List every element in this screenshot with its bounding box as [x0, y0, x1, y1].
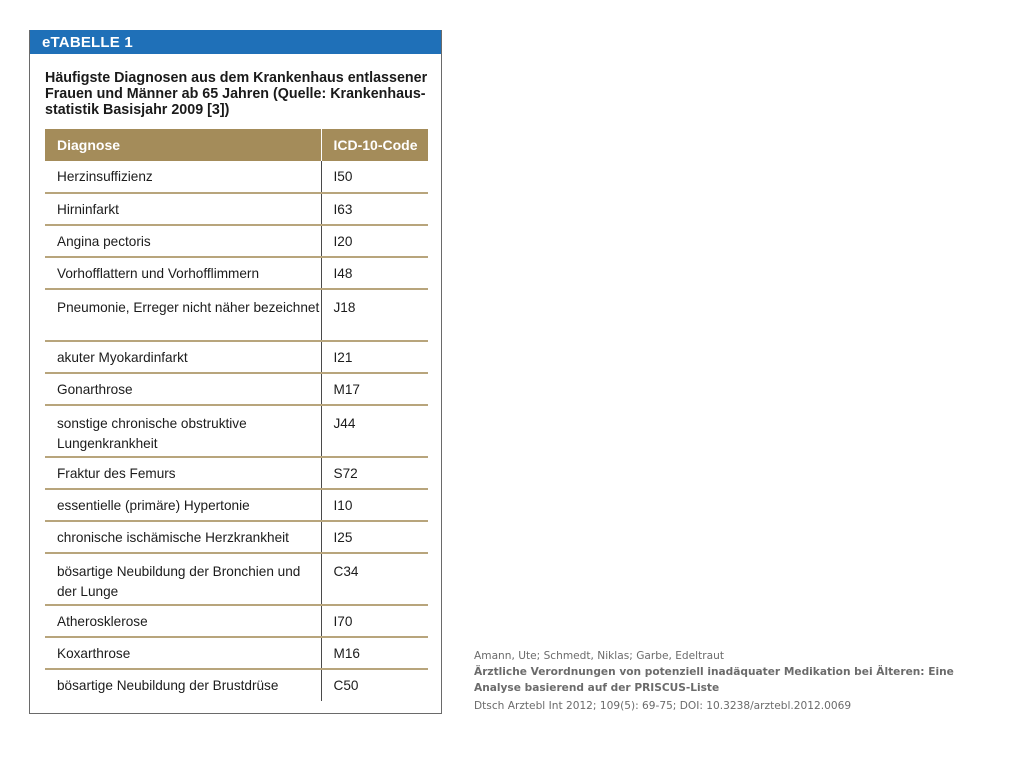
diagnosis-cell: Pneumonie, Erreger nicht näher bezeichne…	[45, 289, 321, 342]
diagnosis-cell: Atherosklerose	[45, 605, 321, 638]
icd-code-cell: C34	[320, 553, 428, 606]
table-row: Fraktur des Femurs S72	[45, 457, 428, 490]
table-row: Vorhofflattern und Vorhofflimmern I48	[45, 257, 428, 290]
icd-code-cell: I50	[320, 161, 428, 194]
table-figure: eTABELLE 1 Häufigste Diagnosen aus dem K…	[29, 30, 442, 714]
citation-title-line: Ärztliche Verordnungen von potenziell in…	[474, 666, 954, 678]
icd-code-cell: J18	[320, 289, 428, 342]
table-row: essentielle (primäre) Hypertonie I10	[45, 489, 428, 522]
table-row: Pneumonie, Erreger nicht näher bezeichne…	[45, 289, 428, 342]
diagnosis-cell: Herzinsuffizienz	[45, 161, 321, 194]
diagnosis-cell: sonstige chronische obstruktive Lungenkr…	[45, 405, 321, 458]
diagnosis-cell: essentielle (primäre) Hypertonie	[45, 489, 321, 522]
table-row: sonstige chronische obstruktive Lungenkr…	[45, 405, 428, 458]
citation: Amann, Ute; Schmedt, Niklas; Garbe, Edel…	[474, 648, 994, 714]
icd-code-cell: I25	[320, 521, 428, 554]
icd-code-cell: I70	[320, 605, 428, 638]
column-header-diagnosis: Diagnose	[45, 129, 321, 161]
diagnosis-cell: Fraktur des Femurs	[45, 457, 321, 490]
diagnosis-cell: bösartige Neubildung der Brustdrüse	[57, 678, 279, 693]
figure-title-line: Häufigste Diagnosen aus dem Krankenhaus …	[45, 70, 428, 86]
diagnosis-cell: Hirninfarkt	[45, 193, 321, 226]
diagnosis-cell: Angina pectoris	[45, 225, 321, 258]
icd-code-cell: M17	[320, 373, 428, 406]
citation-title: Ärztliche Verordnungen von potenziell in…	[474, 664, 994, 696]
table-header-row: Diagnose ICD-10-Code	[45, 129, 428, 161]
diagnosis-cell: akuter Myokardinfarkt	[45, 341, 321, 374]
diagnosis-cell: bösartige Neubildung der Bronchien und d…	[45, 553, 321, 606]
citation-reference: Dtsch Arztebl Int 2012; 109(5): 69-75; D…	[474, 700, 852, 712]
citation-authors: Amann, Ute; Schmedt, Niklas; Garbe, Edel…	[474, 650, 724, 662]
figure-title-line: statistik Basisjahr 2009 [3])	[45, 102, 230, 118]
diagnosis-cell: Vorhofflattern und Vorhofflimmern	[45, 257, 321, 290]
diagnosis-table: Diagnose ICD-10-Code Herzinsuffizienz I5…	[45, 129, 428, 701]
citation-title-line: Analyse basierend auf der PRISCUS-Liste	[474, 682, 720, 694]
table-row: bösartige Neubildung der Bronchien und d…	[45, 553, 428, 606]
icd-code-cell: J44	[320, 405, 428, 458]
table-row: bösartige Neubildung der Brustdrüse C50	[45, 669, 428, 701]
icd-code-cell: I21	[320, 341, 428, 374]
figure-title: Häufigste Diagnosen aus dem Krankenhaus …	[45, 70, 440, 118]
icd-code-cell: M16	[320, 637, 428, 670]
diagnosis-cell: Gonarthrose	[45, 373, 321, 406]
table-row: chronische ischämische Herzkrankheit I25	[45, 521, 428, 554]
icd-code-cell: C50	[320, 669, 428, 701]
figure-title-line: Frauen und Männer ab 65 Jahren (Quelle: …	[45, 86, 426, 102]
icd-code-cell: S72	[320, 457, 428, 490]
table-row: Hirninfarkt I63	[45, 193, 428, 226]
icd-code-cell: I63	[320, 193, 428, 226]
table-row: Herzinsuffizienz I50	[45, 161, 428, 194]
icd-code-cell: I20	[320, 225, 428, 258]
icd-code-cell: I48	[320, 257, 428, 290]
table-row: Angina pectoris I20	[45, 225, 428, 258]
table-row: akuter Myokardinfarkt I21	[45, 341, 428, 374]
table-row: Atherosklerose I70	[45, 605, 428, 638]
icd-code-cell: I10	[320, 489, 428, 522]
diagnosis-cell: Koxarthrose	[45, 637, 321, 670]
column-header-icd-code: ICD-10-Code	[320, 129, 428, 161]
figure-label: eTABELLE 1	[30, 30, 441, 54]
table-row: Gonarthrose M17	[45, 373, 428, 406]
diagnosis-cell: chronische ischämische Herzkrankheit	[45, 521, 321, 554]
table-row: Koxarthrose M16	[45, 637, 428, 670]
